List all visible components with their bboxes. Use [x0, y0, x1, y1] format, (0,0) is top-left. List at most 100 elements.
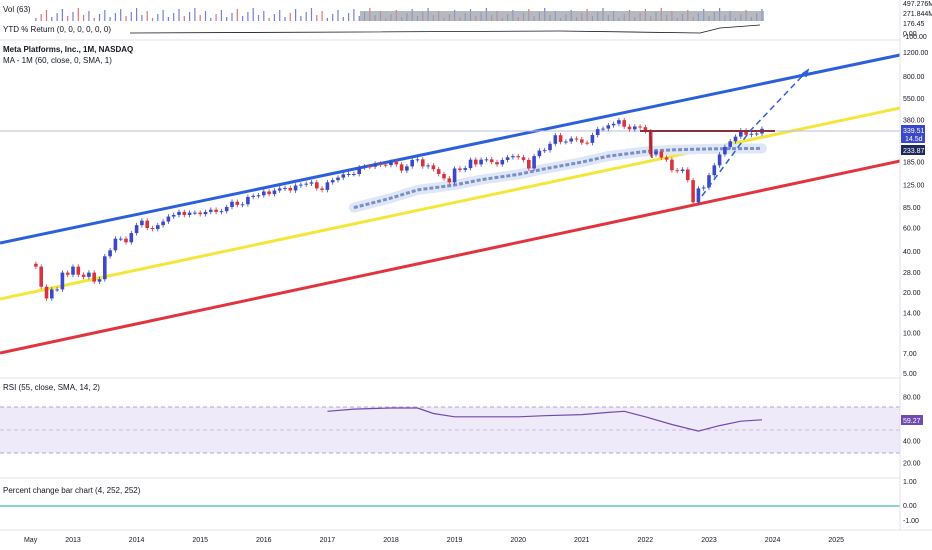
price-axis-label: 380.00 [903, 118, 925, 125]
volume-bar [268, 18, 270, 21]
volume-axis-label: 497.276M [903, 1, 932, 8]
candle-body [447, 178, 452, 183]
candle-body [357, 167, 361, 174]
lower-channel-line[interactable] [0, 159, 901, 355]
price-axis-label: 85.00 [903, 205, 921, 212]
candle-body [145, 220, 149, 228]
candle-body [362, 166, 367, 168]
candle-body [701, 187, 706, 189]
candle-body [659, 151, 664, 158]
candle-body [436, 169, 441, 174]
candle-body [717, 154, 722, 166]
candle-body [458, 168, 462, 170]
volume-gray-block [360, 11, 764, 21]
candle-body [97, 279, 102, 282]
candle-body [389, 161, 393, 166]
candle-body [330, 180, 335, 183]
candle-body [580, 139, 584, 143]
volume-bar [114, 13, 116, 21]
time-axis-label: 2023 [701, 537, 717, 544]
candle-body [118, 238, 123, 240]
candle-body [309, 182, 314, 184]
ytd-title: YTD % Return (0, 0, 0, 0, 0, 0) [3, 25, 111, 34]
ma-price-tag[interactable] [901, 145, 925, 155]
candle-body [214, 209, 218, 212]
candle-body [76, 266, 81, 275]
last-price-tag[interactable] [901, 125, 925, 143]
candle-body [728, 141, 732, 147]
candle-body [224, 206, 229, 212]
candle-body [601, 128, 605, 130]
candle-body [474, 159, 478, 165]
volume-title: Vol (63) [3, 5, 31, 14]
candle-body [103, 256, 107, 280]
volume-bar [273, 14, 275, 21]
volume-bar [263, 11, 265, 21]
volume-bar [61, 9, 63, 21]
time-axis-label: 2022 [638, 537, 654, 544]
pct-axis-label: 1.00 [903, 479, 917, 486]
candle-body [654, 151, 658, 155]
price-pane[interactable]: Meta Platforms, Inc., 1M, NASDAQ MA - 1M… [0, 45, 901, 355]
ma-price-tag-value: 233.87 [903, 148, 925, 155]
candle-body [87, 272, 91, 277]
candle-body [611, 123, 616, 126]
time-axis[interactable]: May 2013 2014 2015 2016 2017 2018 2019 2020 2021 2… [0, 529, 932, 544]
candle-body [161, 221, 165, 226]
volume-bar [215, 14, 217, 21]
candle-body [256, 195, 261, 197]
candle-body [548, 143, 552, 151]
rsi-tag[interactable] [901, 415, 923, 425]
volume-bar [289, 13, 291, 21]
candle-body [65, 272, 70, 275]
rsi-line [327, 407, 763, 432]
time-axis-label: 2015 [192, 537, 208, 544]
volume-bar [236, 9, 238, 21]
candle-body [691, 180, 695, 203]
pct-axis-label: -1.00 [903, 518, 919, 525]
time-axis-label: 2024 [765, 537, 781, 544]
rsi-axis-label: 80.00 [903, 395, 921, 402]
projection-dashed-line[interactable] [701, 69, 809, 197]
candle-body [749, 133, 754, 135]
time-axis-label: May [24, 537, 38, 544]
middle-channel-line[interactable] [0, 106, 901, 301]
candle-body [55, 289, 59, 291]
volume-bar [358, 16, 360, 21]
price-axis-label: 14.00 [903, 311, 921, 318]
last-price-tag-value: 339.51 [903, 128, 925, 135]
candle-body [113, 238, 118, 251]
volume-bar [332, 14, 334, 21]
time-axis-label: 2025 [828, 537, 844, 544]
candle-body [177, 211, 181, 215]
price-axis-label: 40.00 [903, 249, 921, 256]
ma-legend: MA - 1M (60, close, 0, SMA, 1) [3, 56, 112, 65]
candle-body [553, 135, 558, 144]
candle-body [341, 174, 346, 178]
volume-bar [151, 18, 154, 21]
volume-bar [348, 13, 350, 21]
price-axis-label: 800.00 [903, 74, 925, 81]
ytd-pane: YTD % Return (0, 0, 0, 0, 0, 0) [3, 24, 761, 34]
rsi-pane[interactable]: RSI (55, close, SMA, 14, 2) [0, 383, 900, 454]
pct-pane[interactable]: Percent change bar chart (4, 252, 252) [0, 486, 900, 507]
candle-body [696, 188, 701, 203]
candle-body [479, 159, 483, 165]
candle-body [39, 266, 43, 287]
volume-bar [125, 16, 127, 21]
candle-body [595, 129, 600, 136]
time-axis-labels: May 2013 2014 2015 2016 2017 2018 2019 2020 2021 2… [24, 537, 844, 544]
price-axis-label: 1200.00 [903, 50, 928, 57]
candle-body [315, 182, 319, 189]
candle-body [193, 212, 197, 214]
candle-body [495, 162, 499, 165]
candle-body [108, 250, 112, 257]
volume-bar [220, 10, 222, 21]
candle-body [368, 166, 372, 168]
volume-bar [247, 12, 249, 21]
candle-body [251, 195, 255, 197]
candle-body [426, 165, 430, 167]
upper-channel-line[interactable] [0, 53, 901, 245]
